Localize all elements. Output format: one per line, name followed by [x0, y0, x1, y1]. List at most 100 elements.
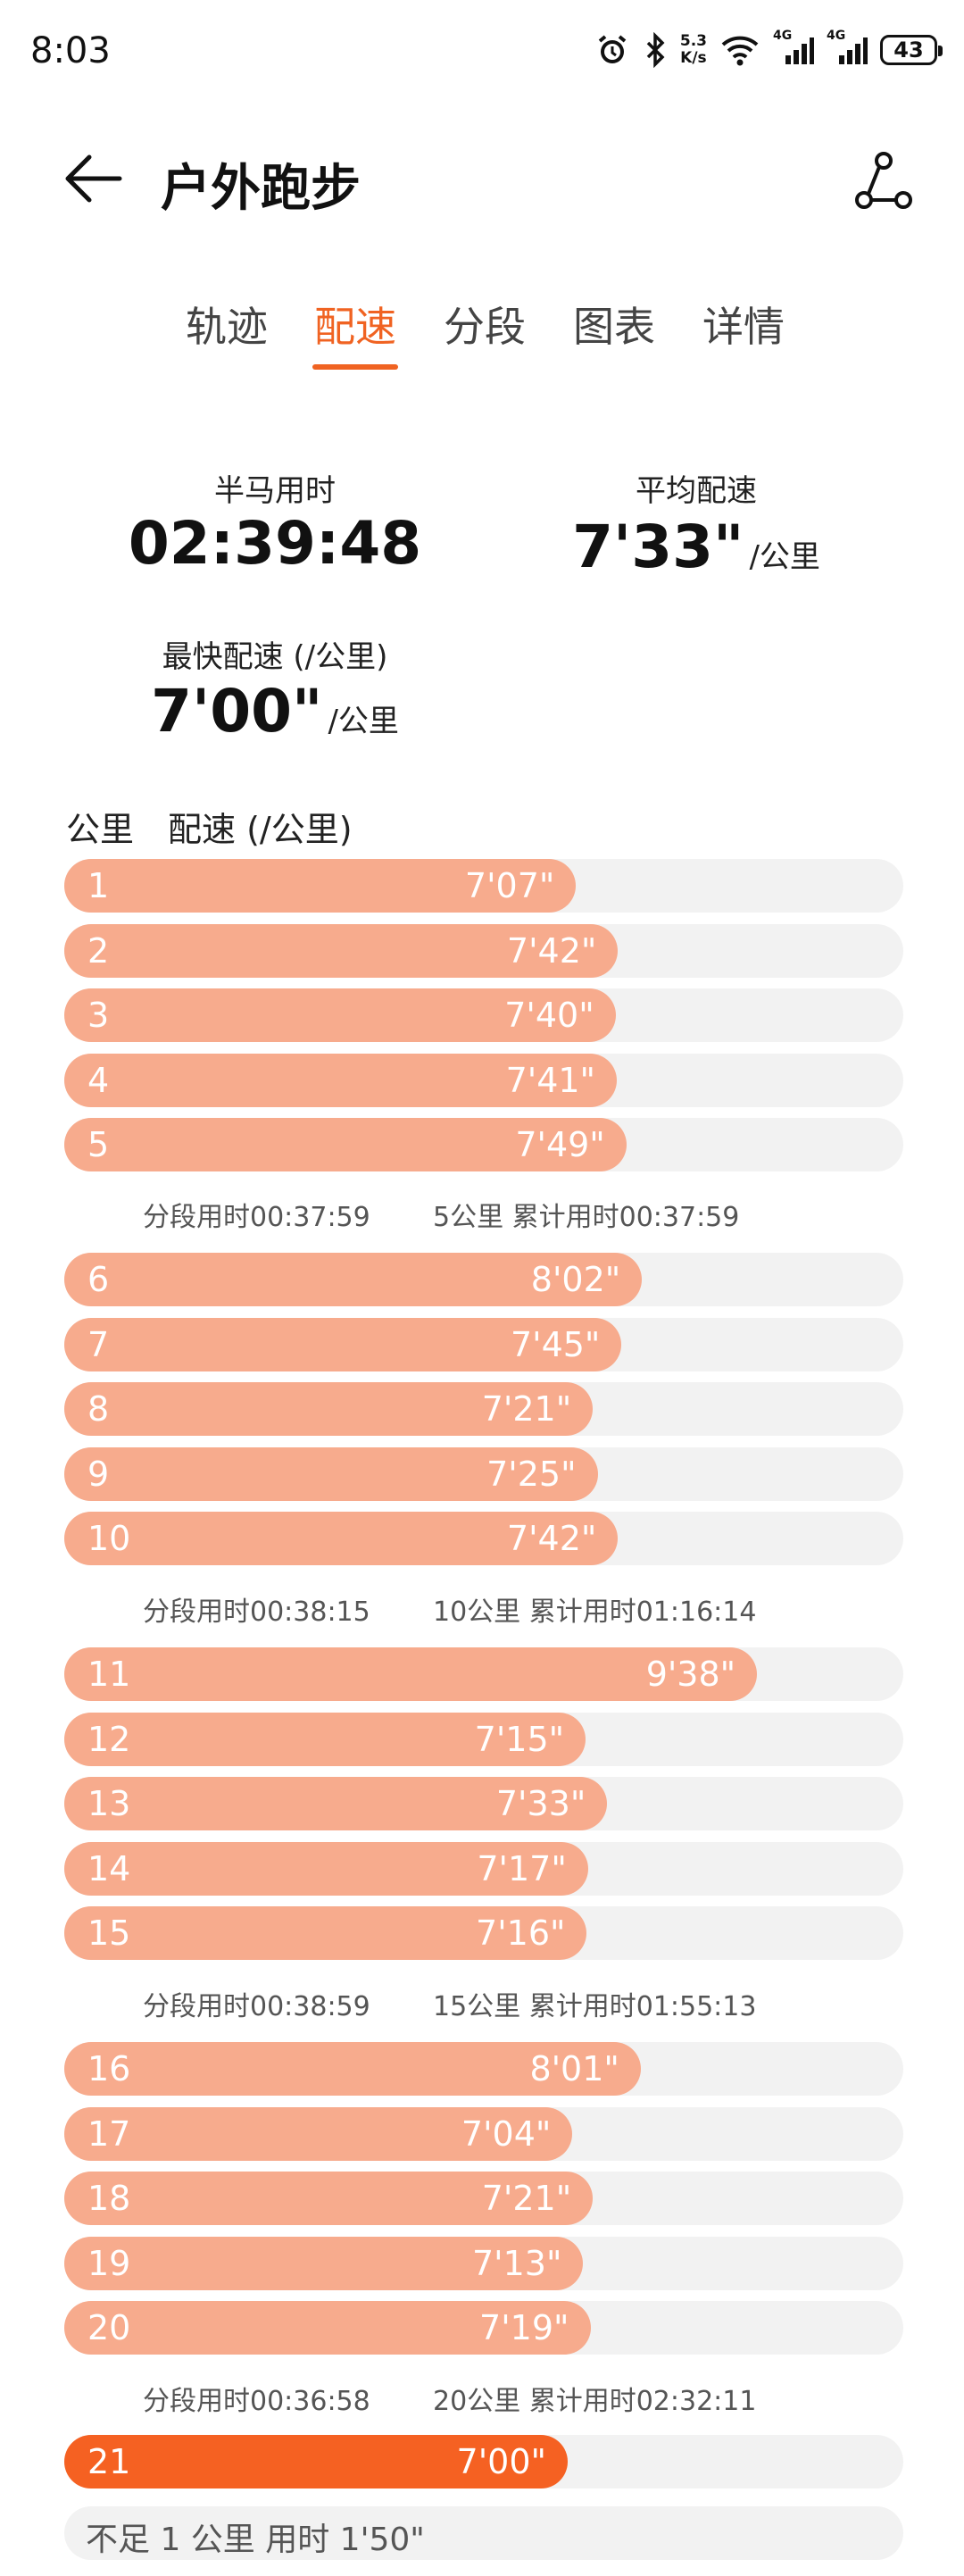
pace-bar [64, 859, 577, 913]
split-row: 20 7'19" [64, 2301, 903, 2355]
segment-summary: 分段用时00:38:15 10公里 累计用时01:16:14 [0, 1589, 964, 1634]
split-pace: 7'04" [461, 2113, 552, 2154]
split-km: 19 [87, 2243, 131, 2283]
split-row: 4 7'41" [64, 1053, 903, 1107]
page-title: 户外跑步 [161, 160, 361, 218]
pace-bar [64, 1317, 622, 1371]
split-km: 18 [87, 2179, 131, 2218]
status-bar: 8:03 5.3 K/s 4G 4G 43 [0, 0, 964, 107]
cumulative-time: 5公里 累计用时00:37:59 [433, 1202, 740, 1233]
route-share-button[interactable] [848, 145, 919, 216]
split-km: 2 [87, 930, 110, 971]
split-pace: 7'07" [464, 866, 555, 905]
status-icons: 5.3 K/s 4G 4G 43 [594, 29, 943, 70]
pace-bar [64, 2301, 591, 2355]
avg-pace-value: 7'33"/公里 [572, 513, 820, 581]
split-pace: 7'41" [505, 1060, 596, 1100]
half-marathon-label: 半马用时 [214, 473, 336, 509]
back-arrow-icon [65, 154, 122, 203]
split-km: 15 [87, 1913, 131, 1953]
tab-bar: 轨迹 配速 分段 图表 详情 [0, 295, 964, 375]
split-row: 1 7'07" [64, 859, 903, 913]
tab-segments[interactable]: 分段 [444, 303, 526, 351]
split-km: 3 [87, 996, 110, 1035]
pace-bar [64, 2236, 584, 2290]
net-speed: 5.3 K/s [679, 32, 707, 67]
signal-icon-2: 4G [827, 29, 868, 68]
half-marathon-value: 02:39:48 [128, 509, 422, 578]
split-pace: 7'45" [510, 1324, 601, 1364]
segment-summary: 分段用时00:36:58 20公里 累计用时02:32:11 [0, 2379, 964, 2423]
split-row: 5 7'49" [64, 1118, 903, 1171]
remainder-row: 不足 1 公里 用时 1'50" [64, 2506, 903, 2560]
status-time: 8:03 [30, 30, 111, 71]
tab-charts[interactable]: 图表 [573, 303, 655, 351]
split-pace: 7'15" [474, 1719, 565, 1759]
split-pace: 7'40" [504, 996, 594, 1035]
back-button[interactable] [62, 150, 125, 207]
pace-bar [64, 1253, 643, 1306]
split-pace: 7'00" [456, 2442, 546, 2481]
split-pace: 7'42" [506, 1519, 597, 1558]
split-km: 14 [87, 1848, 131, 1888]
split-pace: 7'21" [481, 1389, 572, 1429]
split-km: 9 [87, 1454, 110, 1494]
segment-time: 分段用时00:37:59 [143, 1202, 370, 1233]
pace-bar [64, 2106, 573, 2161]
split-row: 3 7'40" [64, 988, 903, 1042]
pace-column-label: 配速 (/公里) [168, 810, 353, 849]
split-row: 21 7'00" [64, 2435, 903, 2488]
split-pace: 7'33" [495, 1784, 586, 1823]
pace-bar [64, 1906, 587, 1960]
pace-bar [64, 988, 616, 1042]
split-row: 10 7'42" [64, 1512, 903, 1565]
route-icon [855, 152, 912, 209]
wifi-icon [719, 32, 760, 68]
split-km: 10 [87, 1519, 131, 1558]
split-pace: 7'49" [515, 1125, 605, 1164]
split-km: 8 [87, 1389, 110, 1429]
segment-summary: 分段用时00:38:59 15公里 累计用时01:55:13 [0, 1984, 964, 2029]
tab-track[interactable]: 轨迹 [186, 303, 268, 351]
split-km: 16 [87, 2049, 131, 2088]
split-km: 5 [87, 1125, 110, 1164]
split-km: 17 [87, 2113, 131, 2154]
split-row: 6 8'02" [64, 1253, 903, 1306]
split-row: 16 8'01" [64, 2042, 903, 2096]
signal-icon-1: 4G [773, 29, 814, 68]
battery-icon: 43 [880, 35, 943, 65]
bluetooth-icon [643, 32, 668, 68]
split-pace: 8'02" [530, 1260, 621, 1299]
split-km: 13 [87, 1784, 131, 1823]
split-row: 12 7'15" [64, 1712, 903, 1766]
tab-pace[interactable]: 配速 [314, 303, 396, 351]
pace-bar [64, 1512, 619, 1565]
split-pace: 7'16" [476, 1913, 566, 1953]
split-row: 11 9'38" [64, 1647, 903, 1701]
pace-bar [64, 1777, 608, 1830]
pace-bar [64, 1841, 588, 1896]
cumulative-time: 10公里 累计用时01:16:14 [433, 1596, 757, 1628]
split-km: 12 [87, 1719, 131, 1759]
segment-time: 分段用时00:36:58 [143, 2386, 370, 2417]
split-km: 1 [87, 866, 110, 905]
split-km: 6 [87, 1260, 110, 1299]
split-pace: 7'42" [506, 930, 597, 971]
remainder-text: 不足 1 公里 用时 1'50" [86, 2522, 425, 2558]
split-pace: 7'19" [479, 2308, 569, 2347]
tab-details[interactable]: 详情 [702, 303, 785, 351]
split-row: 18 7'21" [64, 2172, 903, 2225]
split-row: 13 7'33" [64, 1777, 903, 1830]
pace-bar [64, 1647, 758, 1701]
split-pace: 7'17" [477, 1848, 567, 1888]
km-column-label: 公里 [66, 810, 135, 849]
split-row: 2 7'42" [64, 923, 903, 978]
app-header: 户外跑步 [0, 134, 964, 223]
split-km: 7 [87, 1324, 110, 1364]
split-row: 17 7'04" [64, 2106, 903, 2161]
split-row: 14 7'17" [64, 1841, 903, 1896]
split-pace: 8'01" [529, 2049, 619, 2088]
pace-bar [64, 2042, 641, 2096]
pace-bar [64, 1053, 618, 1107]
cumulative-time: 15公里 累计用时01:55:13 [433, 1991, 757, 2022]
